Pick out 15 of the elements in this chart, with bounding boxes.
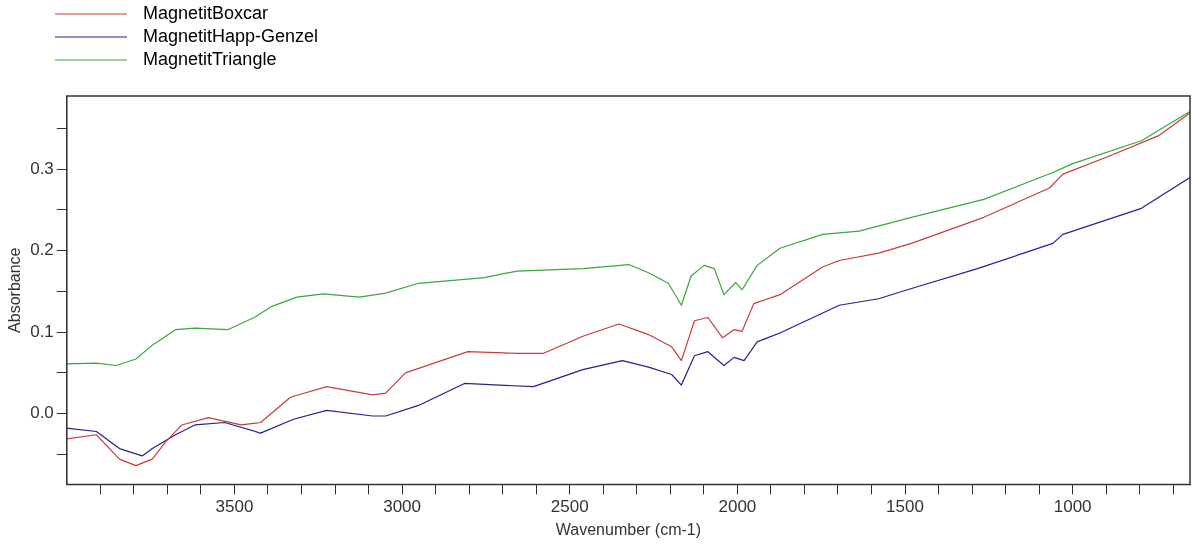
legend-label: MagnetitBoxcar	[143, 2, 269, 23]
legend-label: MagnetitHapp-Genzel	[143, 25, 319, 46]
x-tick-label: 3500	[215, 497, 254, 517]
y-axis-title: Absorbance	[6, 247, 24, 333]
x-tick-label: 1000	[1053, 497, 1092, 517]
x-tick-label: 2000	[718, 497, 757, 517]
legend-label: MagnetitTriangle	[143, 48, 277, 69]
y-tick-label: 0.0	[30, 403, 54, 423]
y-tick-label: 0.2	[30, 240, 54, 260]
x-axis-title: Wavenumber (cm-1)	[555, 520, 702, 538]
x-tick-label: 2500	[550, 497, 589, 517]
y-tick-label: 0.3	[30, 158, 54, 178]
y-tick-label: 0.1	[30, 321, 54, 341]
x-tick-label: 1500	[886, 497, 924, 517]
x-tick-label: 3000	[383, 497, 422, 517]
